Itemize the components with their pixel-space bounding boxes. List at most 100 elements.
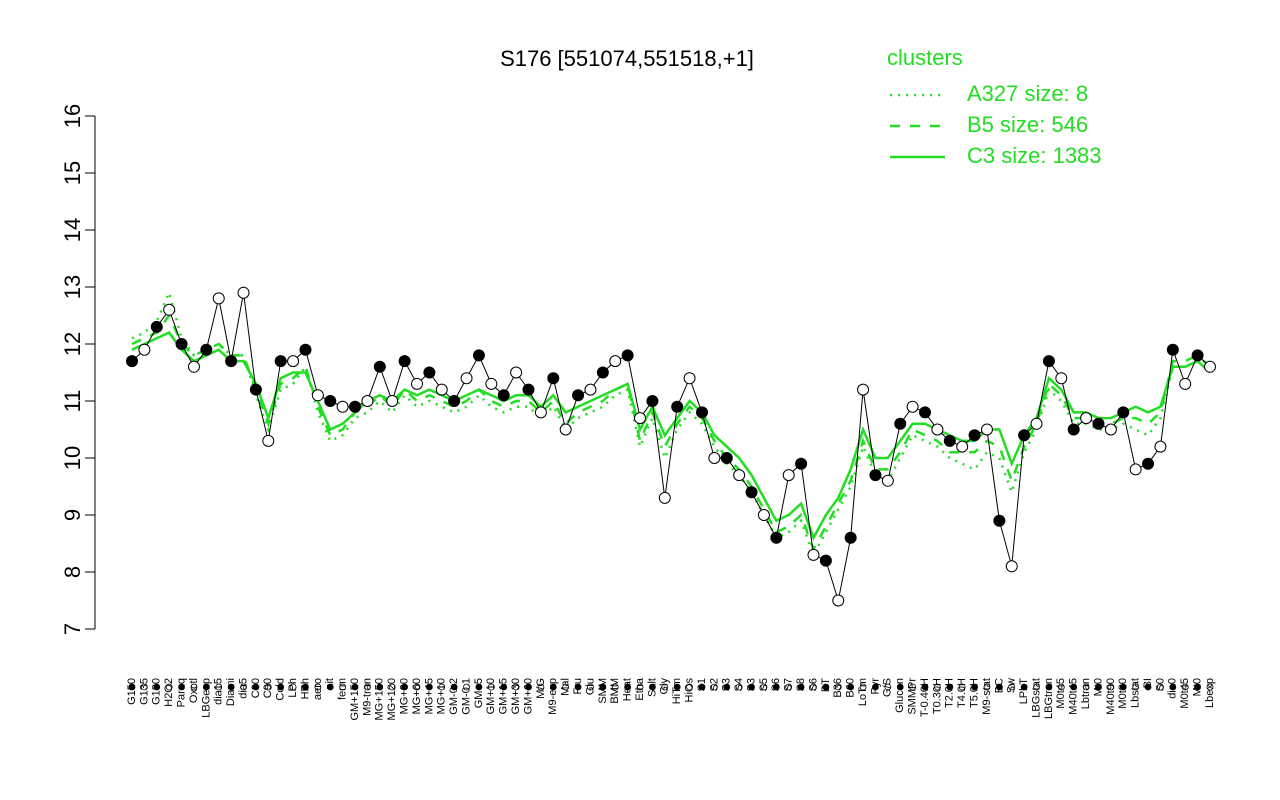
x-tick-label: C90 [262, 678, 274, 698]
category-marker [1020, 683, 1028, 691]
x-tick-label: HiOs [683, 678, 695, 703]
x-tick-label: S8 [795, 678, 807, 691]
data-point [634, 412, 647, 425]
data-point [683, 372, 696, 385]
category-marker [153, 683, 161, 691]
x-tick-label: LBGtran [1043, 678, 1055, 719]
x-tick-label: M40t90 [1105, 678, 1117, 715]
x-tick-label: S3 [721, 678, 733, 691]
data-point [274, 355, 287, 368]
data-point [1154, 440, 1167, 453]
y-tick-label: 9 [60, 509, 85, 521]
data-point [1018, 429, 1031, 442]
x-tick-label: T5.0H [968, 678, 980, 708]
x-tick-label: M0t90 [1117, 678, 1129, 709]
data-point [1042, 355, 1055, 368]
data-point [819, 554, 832, 567]
category-marker [1169, 683, 1177, 691]
category-marker [252, 683, 260, 691]
category-marker [574, 683, 582, 691]
x-tick-label: Mt0 [1192, 678, 1204, 696]
data-point [534, 406, 547, 419]
data-point [497, 389, 510, 402]
category-marker [1095, 683, 1102, 691]
data-point [225, 355, 238, 368]
data-point [720, 452, 733, 464]
category-marker [735, 683, 743, 691]
x-tick-label: B36 [832, 678, 844, 698]
data-point [163, 303, 176, 316]
cluster-line [131, 312, 1211, 553]
data-point [869, 469, 882, 482]
x-tick-label: G/S [882, 678, 894, 697]
category-marker [1082, 683, 1090, 691]
category-marker [909, 683, 917, 691]
data-point [807, 548, 820, 561]
x-tick-label: MG+150 [374, 678, 386, 721]
x-tick-label: S6 [807, 678, 819, 691]
category-marker [475, 683, 483, 691]
x-tick-label: Lbtran [1080, 678, 1092, 709]
x-tick-label: LPhT [1018, 678, 1030, 705]
category-marker [537, 683, 545, 691]
category-marker [785, 683, 793, 691]
y-tick-label: 14 [60, 218, 85, 242]
x-tick-label: LPh [287, 678, 299, 698]
category-marker [1119, 683, 1127, 691]
data-point [373, 360, 386, 373]
x-tick-label: MG+60 [411, 678, 423, 714]
x-tick-label: GM-0.1 [460, 678, 472, 715]
legend-label: B5 size: 546 [967, 112, 1088, 137]
cluster-line [131, 288, 1211, 558]
category-marker [140, 683, 148, 691]
data-point [844, 531, 857, 544]
data-point [1080, 412, 1093, 425]
category-marker [1144, 683, 1152, 691]
category-marker [165, 683, 173, 691]
x-tick-label: LBGstat [1030, 678, 1042, 718]
data-point [1204, 360, 1216, 373]
data-point [1117, 406, 1130, 419]
x-tick-label: T4.0H [956, 678, 968, 708]
x-tick-label: M40t45 [1068, 678, 1080, 715]
category-marker [487, 683, 495, 691]
x-tick-label: Cold [275, 678, 287, 701]
data-point [857, 383, 870, 396]
category-marker [351, 683, 359, 691]
data-point [745, 486, 758, 499]
category-marker [1008, 683, 1016, 691]
x-tick-label: T2.0H [944, 678, 956, 708]
category-marker [1070, 683, 1078, 691]
category-marker [624, 683, 632, 691]
x-tick-label: HPh [299, 678, 311, 699]
data-point [881, 474, 894, 487]
category-marker [277, 683, 285, 691]
category-marker [599, 683, 607, 691]
x-tick-label: Sw [1006, 678, 1018, 693]
x-tick-label: MG+120 [386, 678, 398, 721]
x-tick-label: MG+45 [423, 678, 435, 714]
x-tick-label: Mt0 [1092, 678, 1104, 696]
data-point [187, 360, 200, 373]
data-point [993, 514, 1006, 527]
data-point [1092, 417, 1105, 430]
x-tick-label: Pyr [869, 678, 881, 695]
x-tick-label: BI [1142, 678, 1154, 688]
data-point [795, 457, 808, 470]
data-point [596, 366, 609, 379]
x-tick-label: M/G [535, 678, 547, 699]
data-point [559, 423, 572, 436]
category-marker [264, 683, 272, 691]
x-tick-label: Etha [634, 677, 646, 701]
x-tick-label: GM+60 [522, 678, 534, 714]
category-marker [760, 683, 768, 691]
data-point [349, 400, 362, 413]
category-marker [178, 683, 185, 691]
x-tick-label: Fru [572, 678, 584, 695]
data-point [448, 395, 461, 407]
x-tick-label: Heat [622, 678, 634, 701]
category-marker [810, 683, 817, 691]
category-marker [202, 683, 210, 691]
data-point [1191, 349, 1204, 362]
category-marker [413, 683, 421, 691]
